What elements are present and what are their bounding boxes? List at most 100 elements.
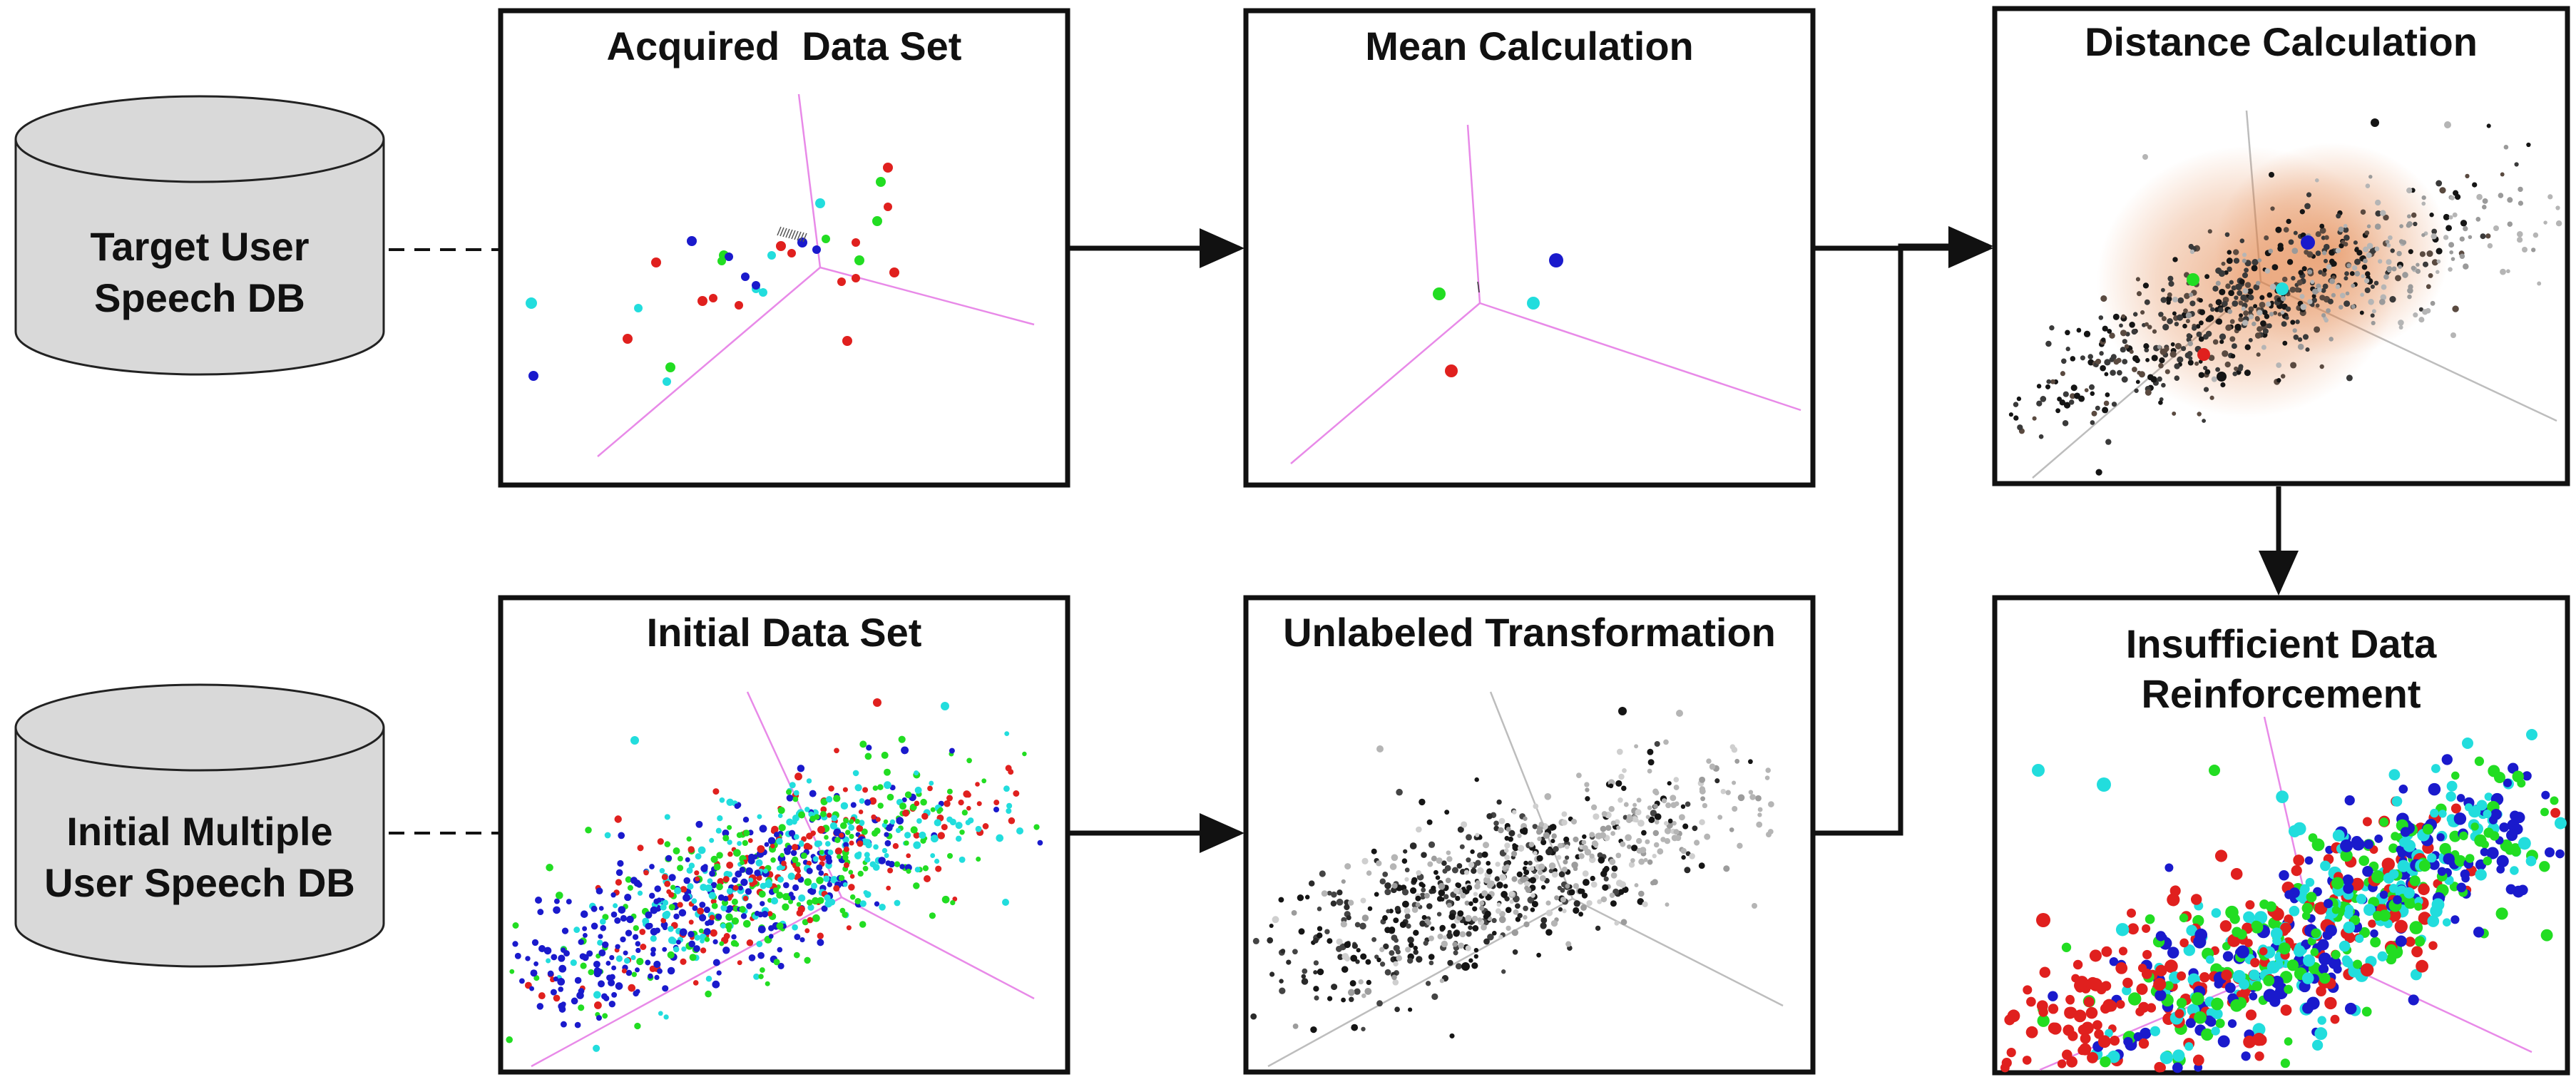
data-point — [615, 944, 620, 949]
data-point — [2239, 278, 2245, 285]
data-point — [793, 834, 799, 840]
data-point — [661, 874, 668, 881]
data-point — [1436, 857, 1443, 864]
data-point — [514, 952, 521, 959]
data-point — [981, 778, 987, 784]
data-point — [1437, 934, 1443, 939]
data-point — [1699, 787, 1706, 795]
data-point — [1433, 287, 1446, 300]
data-point — [1611, 865, 1618, 872]
data-point — [2277, 312, 2282, 317]
data-point — [711, 902, 718, 909]
data-point — [1286, 959, 1292, 965]
data-point — [1474, 777, 1479, 782]
data-point — [794, 772, 802, 781]
data-point — [566, 899, 572, 905]
data-point — [630, 736, 639, 745]
data-point — [611, 991, 618, 998]
data-point — [1631, 844, 1638, 852]
data-point — [2241, 306, 2246, 312]
data-point — [2472, 182, 2478, 188]
data-point — [2340, 849, 2353, 862]
data-point — [2351, 877, 2364, 891]
data-point — [2407, 294, 2412, 300]
data-point — [966, 757, 972, 764]
data-point — [1419, 798, 1426, 806]
data-point — [946, 816, 953, 823]
data-point — [2262, 310, 2268, 315]
data-point — [1752, 903, 1757, 909]
data-point — [828, 785, 834, 792]
data-point — [1582, 870, 1589, 877]
data-point — [2266, 292, 2273, 298]
data-point — [748, 853, 755, 861]
data-point — [535, 897, 542, 904]
data-point — [2301, 266, 2307, 272]
data-point — [2463, 225, 2468, 232]
data-point — [2256, 352, 2261, 357]
data-point — [677, 864, 684, 872]
data-point — [2243, 1035, 2256, 1048]
data-point — [1361, 857, 1369, 864]
data-point — [2046, 379, 2052, 384]
data-point — [1533, 850, 1538, 856]
data-point — [667, 966, 675, 975]
data-point — [618, 832, 625, 840]
data-point — [2418, 307, 2423, 312]
data-point — [2276, 297, 2281, 302]
data-point — [2411, 212, 2417, 218]
data-point — [2354, 247, 2359, 252]
data-point — [756, 874, 762, 881]
data-point — [1391, 854, 1399, 862]
data-point — [2155, 931, 2166, 941]
data-point — [852, 238, 860, 247]
data-point — [2284, 984, 2294, 994]
data-point — [2390, 248, 2395, 253]
data-point — [796, 868, 802, 874]
data-point — [2081, 1021, 2094, 1035]
data-point — [2379, 890, 2388, 899]
data-point — [1341, 997, 1346, 1003]
data-point — [1641, 830, 1647, 836]
data-point — [1636, 847, 1642, 854]
data-point — [1523, 905, 1528, 912]
data-point — [2450, 915, 2460, 924]
data-point — [1614, 921, 1620, 926]
data-point — [593, 991, 601, 999]
data-point — [2299, 209, 2305, 215]
data-point — [824, 894, 831, 902]
data-point — [2486, 847, 2499, 859]
data-point — [1590, 881, 1598, 888]
data-point — [2147, 325, 2152, 330]
data-point — [1486, 860, 1491, 866]
data-point — [1589, 853, 1595, 859]
data-point — [2285, 306, 2291, 312]
data-point — [2036, 400, 2043, 407]
data-point — [809, 815, 816, 822]
data-point — [2371, 870, 2385, 884]
data-point — [1568, 889, 1575, 896]
data-point — [800, 852, 807, 859]
data-point — [2295, 320, 2300, 325]
data-point — [1603, 876, 1609, 882]
data-point — [2413, 221, 2418, 227]
data-point — [2089, 949, 2102, 962]
data-point — [2288, 239, 2294, 245]
data-point — [2311, 1039, 2324, 1051]
data-point — [1436, 912, 1442, 917]
data-point — [531, 939, 539, 946]
data-point — [716, 970, 722, 976]
data-point — [558, 986, 564, 992]
data-point — [786, 794, 794, 802]
data-point — [2259, 295, 2265, 300]
data-point — [2204, 274, 2210, 280]
data-point — [2324, 317, 2329, 323]
data-point — [709, 837, 715, 843]
data-point — [2428, 782, 2441, 796]
data-point — [551, 954, 558, 961]
target-db-label-line-1: Target User — [90, 224, 310, 269]
data-point — [571, 997, 578, 1005]
data-point — [2437, 867, 2447, 877]
data-point — [788, 830, 796, 837]
data-point — [1361, 1026, 1366, 1031]
